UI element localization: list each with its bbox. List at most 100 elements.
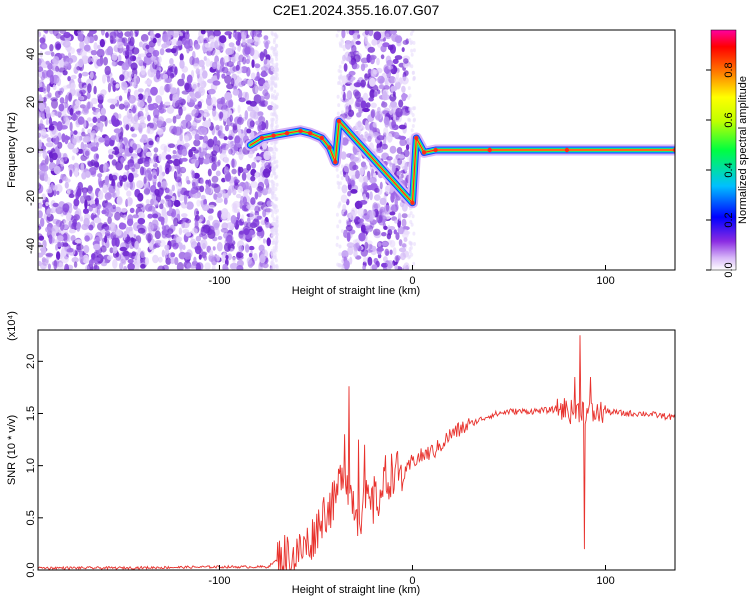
noise-blob	[273, 226, 277, 230]
noise-blob	[69, 107, 74, 116]
noise-blob	[339, 69, 343, 74]
noise-blob	[409, 220, 413, 224]
noise-blob	[32, 77, 35, 81]
noise-blob	[340, 194, 348, 203]
noise-blob	[34, 36, 37, 40]
signal-point	[271, 133, 276, 138]
noise-blob	[204, 186, 212, 195]
noise-blob	[35, 132, 38, 136]
noise-blob	[271, 154, 275, 159]
noise-blob	[254, 205, 260, 214]
noise-blob	[395, 107, 403, 118]
noise-blob	[275, 164, 279, 168]
noise-blob	[340, 97, 344, 102]
noise-blob	[370, 109, 376, 119]
noise-blob	[31, 127, 34, 131]
noise-blob	[97, 44, 101, 50]
noise-blob	[93, 217, 102, 224]
noise-blob	[384, 248, 390, 256]
noise-blob	[110, 135, 117, 141]
noise-blob	[383, 85, 390, 90]
noise-blob	[251, 59, 255, 68]
heatmap-xtick-label: 0	[409, 275, 415, 287]
noise-blob	[50, 111, 56, 117]
noise-blob	[84, 199, 88, 210]
noise-blob	[270, 195, 274, 200]
noise-blob	[200, 127, 208, 136]
noise-blob	[382, 90, 388, 101]
noise-blob	[340, 44, 344, 49]
noise-blob	[112, 245, 118, 254]
noise-blob	[119, 246, 128, 252]
noise-blob	[396, 147, 403, 154]
noise-blob	[111, 237, 118, 247]
noise-blob	[59, 179, 63, 184]
noise-blob	[134, 31, 139, 37]
noise-blob	[389, 110, 393, 116]
heatmap-plot-area	[31, 30, 675, 270]
noise-blob	[396, 170, 401, 176]
noise-blob	[164, 214, 168, 224]
noise-blob	[184, 82, 190, 91]
noise-blob	[387, 239, 393, 245]
noise-blob	[122, 174, 128, 181]
noise-blob	[91, 97, 98, 105]
noise-blob	[155, 33, 161, 39]
noise-blob	[401, 213, 408, 219]
noise-blob	[380, 54, 385, 60]
noise-blob	[55, 43, 62, 50]
noise-blob	[104, 65, 111, 76]
noise-blob	[208, 254, 215, 262]
noise-blob	[32, 88, 35, 92]
noise-blob	[403, 237, 408, 243]
noise-blob	[211, 96, 217, 107]
noise-blob	[102, 184, 108, 194]
noise-blob	[32, 183, 35, 187]
noise-blob	[32, 165, 35, 169]
noise-blob	[353, 54, 361, 63]
noise-blob	[34, 89, 37, 93]
noise-blob	[52, 56, 60, 65]
noise-blob	[63, 176, 68, 182]
noise-blob	[70, 47, 75, 54]
noise-blob	[38, 58, 42, 66]
noise-blob	[34, 259, 37, 263]
noise-blob	[31, 34, 34, 38]
noise-blob	[95, 142, 99, 148]
noise-blob	[60, 158, 65, 167]
noise-blob	[192, 83, 197, 89]
noise-blob	[92, 138, 97, 143]
noise-blob	[107, 255, 113, 261]
noise-blob	[33, 255, 36, 259]
noise-blob	[32, 186, 35, 190]
noise-blob	[73, 198, 80, 207]
noise-blob	[128, 146, 134, 154]
noise-blob	[275, 124, 279, 129]
noise-blob	[35, 210, 38, 214]
noise-blob	[360, 224, 366, 233]
noise-blob	[189, 97, 197, 103]
noise-blob	[98, 180, 103, 188]
noise-blob	[147, 213, 153, 219]
noise-blob	[207, 138, 215, 148]
noise-blob	[248, 245, 255, 251]
noise-blob	[59, 220, 65, 231]
noise-blob	[398, 247, 407, 253]
noise-blob	[230, 215, 237, 224]
noise-blob	[73, 261, 78, 268]
noise-blob	[172, 115, 177, 124]
noise-blob	[64, 134, 69, 145]
noise-blob	[31, 226, 34, 230]
noise-blob	[274, 197, 278, 202]
noise-blob	[56, 190, 60, 195]
noise-blob	[117, 142, 123, 150]
signal-trace-band	[248, 119, 675, 205]
noise-blob	[95, 231, 103, 242]
noise-blob	[135, 262, 142, 268]
noise-blob	[187, 95, 191, 103]
noise-blob	[224, 31, 233, 36]
noise-blob	[64, 263, 70, 270]
noise-blob	[45, 201, 49, 207]
noise-blob	[137, 211, 146, 221]
noise-blob	[53, 259, 58, 270]
